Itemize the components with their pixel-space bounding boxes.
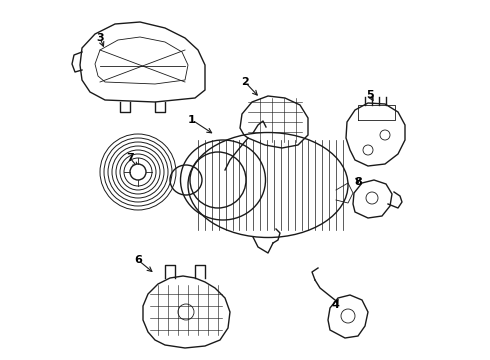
Text: 7: 7 <box>126 153 134 163</box>
Text: 5: 5 <box>366 90 374 100</box>
Text: 6: 6 <box>134 255 142 265</box>
Text: 1: 1 <box>188 115 196 125</box>
Circle shape <box>130 164 146 180</box>
Text: 2: 2 <box>241 77 249 87</box>
Text: 4: 4 <box>331 300 339 310</box>
Text: 8: 8 <box>354 177 362 187</box>
Text: 3: 3 <box>96 33 104 43</box>
